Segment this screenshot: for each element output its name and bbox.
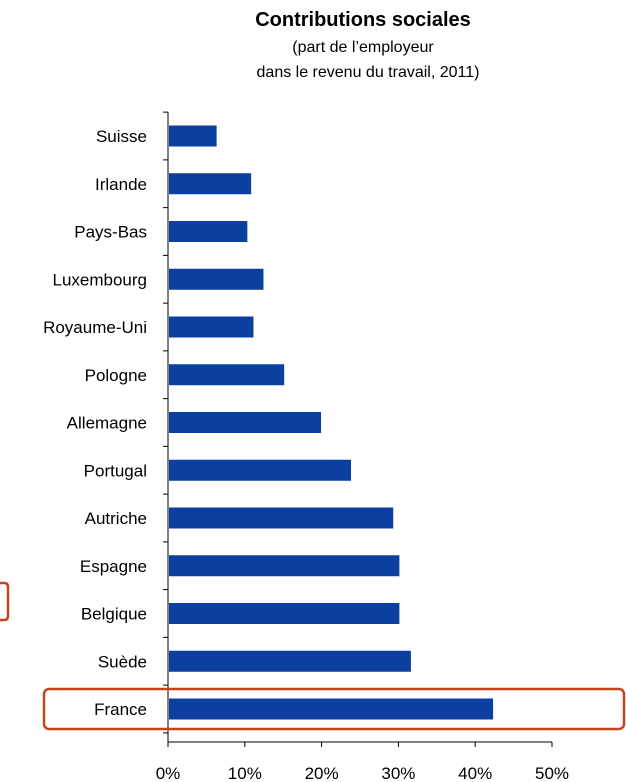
bar-suede (169, 650, 411, 672)
category-label-luxembourg: Luxembourg (52, 270, 147, 289)
x-tick-label: 0% (156, 764, 181, 782)
bar-royaume-uni (169, 316, 254, 338)
bar-suisse (169, 125, 217, 147)
highlight-box (42, 687, 626, 731)
category-label-belgique: Belgique (81, 605, 147, 624)
x-tick-label: 10% (228, 764, 262, 782)
x-tick-label: 30% (381, 764, 415, 782)
bars-group (169, 125, 494, 720)
category-label-espagne: Espagne (80, 557, 147, 576)
x-axis: 0% 10% 20% 30% 40% 50% (156, 741, 569, 782)
category-labels-group: Suisse Irlande Pays-Bas Luxembourg Royaume-U… (43, 127, 147, 719)
bar-luxembourg (169, 268, 264, 290)
bar-portugal (169, 459, 352, 481)
category-label-allemagne: Allemagne (67, 414, 147, 433)
bar-allemagne (169, 412, 322, 433)
bar-autriche (169, 507, 394, 529)
category-label-portugal: Portugal (84, 461, 147, 480)
chart-subtitle-line-1: (part de l’employeur (292, 39, 434, 56)
category-label-suede: Suède (98, 652, 147, 671)
x-tick-label: 40% (458, 764, 492, 782)
edge-highlight-fragment (0, 581, 10, 622)
bar-france (169, 698, 494, 720)
category-label-suisse: Suisse (96, 127, 147, 146)
x-tick-label: 20% (305, 764, 339, 782)
bar-pologne (169, 364, 285, 386)
bar-belgique (169, 603, 400, 624)
category-label-royaume-uni: Royaume-Uni (43, 318, 147, 337)
category-label-autriche: Autriche (85, 509, 147, 528)
category-label-pologne: Pologne (85, 366, 147, 385)
category-label-irlande: Irlande (95, 175, 147, 194)
bar-espagne (169, 555, 400, 577)
category-label-france: France (94, 700, 147, 719)
bar-irlande (169, 173, 252, 195)
bar-pays-bas (169, 221, 248, 242)
y-axis (163, 111, 169, 742)
chart-subtitle-line-2: dans le revenu du travail, 2011) (257, 64, 480, 81)
x-tick-label: 50% (535, 764, 569, 782)
highlights-group (0, 581, 626, 731)
category-label-pays-bas: Pays-Bas (74, 223, 147, 242)
chart-title: Contributions sociales (255, 9, 471, 31)
